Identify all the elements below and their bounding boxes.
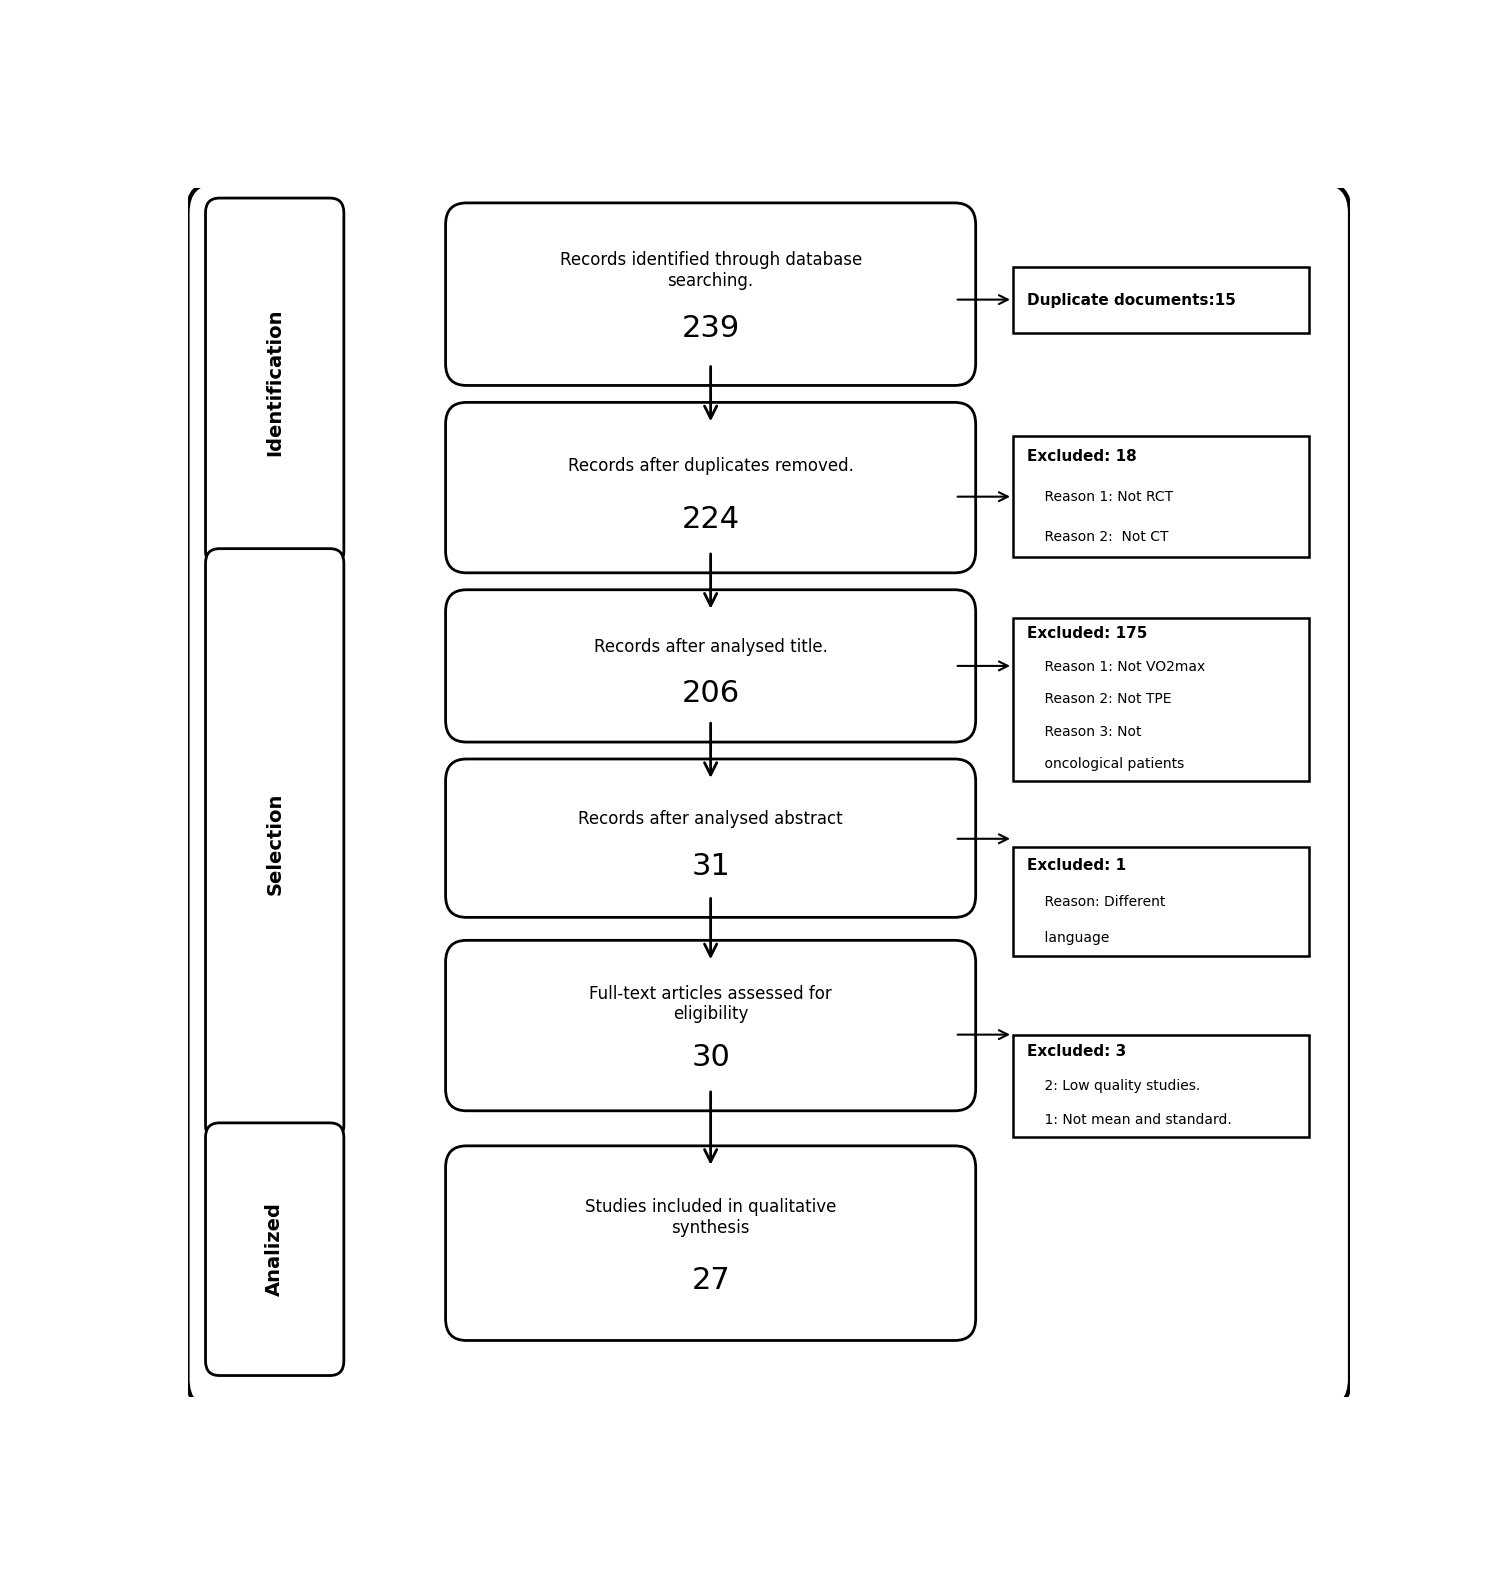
Text: Records after analysed abstract: Records after analysed abstract [579, 810, 843, 827]
Text: Reason: Different: Reason: Different [1028, 895, 1166, 909]
Text: Records after duplicates removed.: Records after duplicates removed. [567, 457, 854, 476]
Text: 239: 239 [681, 314, 740, 344]
Text: 224: 224 [681, 506, 740, 534]
FancyBboxPatch shape [446, 1146, 975, 1341]
Text: Identification: Identification [266, 308, 284, 455]
Text: oncological patients: oncological patients [1028, 757, 1184, 771]
Text: Duplicate documents:15: Duplicate documents:15 [1028, 292, 1236, 308]
Text: Excluded: 1: Excluded: 1 [1028, 857, 1126, 873]
Text: 30: 30 [692, 1042, 730, 1072]
Text: 2: Low quality studies.: 2: Low quality studies. [1028, 1079, 1200, 1093]
FancyBboxPatch shape [446, 402, 975, 573]
FancyBboxPatch shape [1013, 617, 1310, 780]
Text: Selection: Selection [266, 793, 284, 895]
Text: Reason 2: Not TPE: Reason 2: Not TPE [1028, 692, 1172, 706]
Text: Reason 1: Not RCT: Reason 1: Not RCT [1028, 490, 1173, 504]
FancyBboxPatch shape [1013, 436, 1310, 557]
Text: Studies included in qualitative
synthesis: Studies included in qualitative synthesi… [585, 1198, 837, 1237]
Text: 206: 206 [681, 678, 740, 708]
FancyBboxPatch shape [206, 548, 344, 1140]
Text: Excluded: 175: Excluded: 175 [1028, 626, 1148, 642]
Text: Reason 3: Not: Reason 3: Not [1028, 725, 1142, 739]
Text: Reason 1: Not VO2max: Reason 1: Not VO2max [1028, 659, 1204, 674]
Text: Analized: Analized [266, 1203, 284, 1297]
Text: Excluded: 18: Excluded: 18 [1028, 449, 1137, 463]
Text: 1: Not mean and standard.: 1: Not mean and standard. [1028, 1113, 1231, 1127]
FancyBboxPatch shape [446, 203, 975, 386]
FancyBboxPatch shape [446, 758, 975, 917]
FancyBboxPatch shape [206, 1123, 344, 1375]
FancyBboxPatch shape [206, 198, 344, 565]
Text: Excluded: 3: Excluded: 3 [1028, 1044, 1126, 1060]
FancyBboxPatch shape [1013, 1035, 1310, 1137]
Text: language: language [1028, 931, 1108, 945]
Text: Records after analysed title.: Records after analysed title. [594, 639, 828, 656]
Text: Full-text articles assessed for
eligibility: Full-text articles assessed for eligibil… [590, 984, 832, 1024]
Text: Records identified through database
searching.: Records identified through database sear… [560, 251, 861, 290]
Text: Reason 2:  Not CT: Reason 2: Not CT [1028, 531, 1168, 543]
FancyBboxPatch shape [188, 182, 1350, 1410]
Text: 27: 27 [692, 1267, 730, 1295]
FancyBboxPatch shape [1013, 267, 1310, 333]
Text: 31: 31 [692, 853, 730, 881]
FancyBboxPatch shape [446, 940, 975, 1112]
FancyBboxPatch shape [446, 590, 975, 743]
FancyBboxPatch shape [1013, 848, 1310, 956]
